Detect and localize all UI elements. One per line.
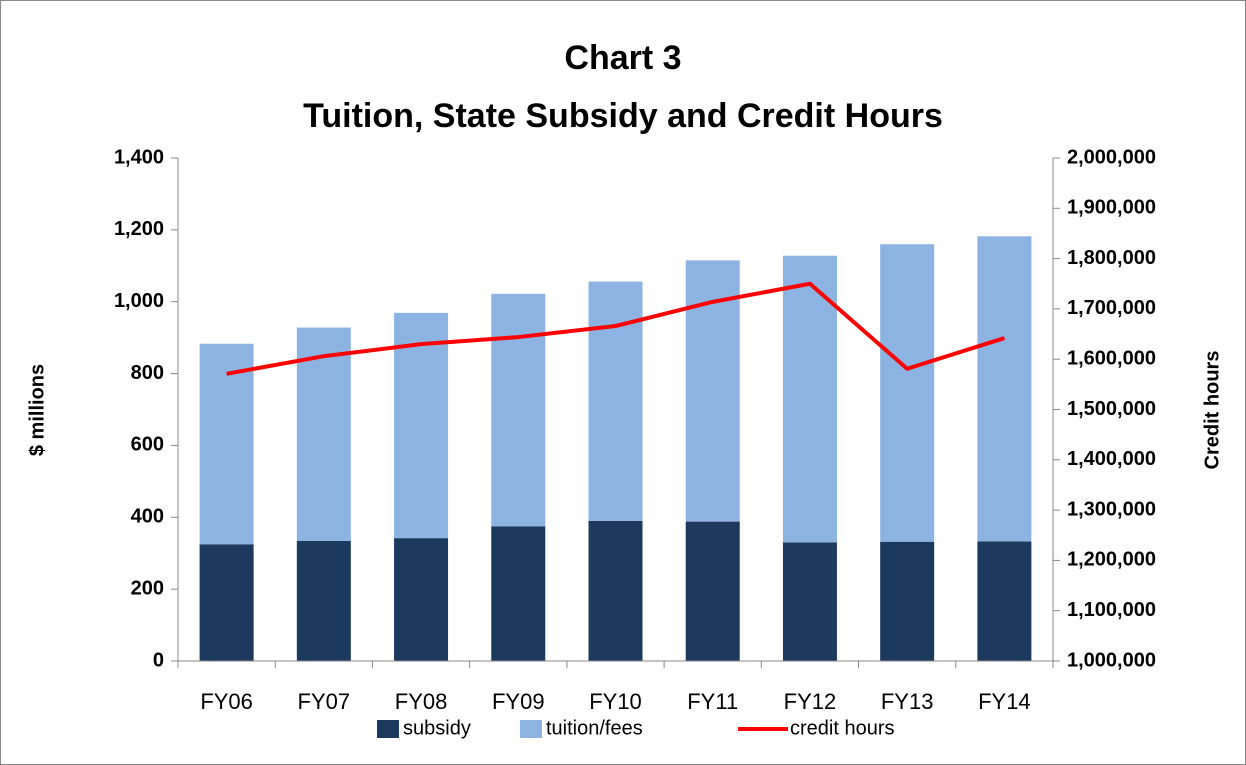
bar [685,260,740,522]
bar [977,541,1032,661]
x-tick-label: FY06 [200,689,253,714]
x-tick-label: FY07 [298,689,351,714]
bar [199,544,254,661]
y-tick-label: 1,200 [114,218,164,240]
y2-tick-label: 1,400,000 [1067,448,1156,470]
x-tick-label: FY11 [687,689,738,714]
y2-tick-label: 1,600,000 [1067,347,1156,369]
y2-tick-label: 1,700,000 [1067,297,1156,319]
x-tick-label: FY13 [881,689,934,714]
y-tick-label: 600 [131,434,164,456]
chart-subtitle: Tuition, State Subsidy and Credit Hours [303,97,943,135]
bar [588,281,643,521]
bar [394,312,449,539]
y-tick-label: 1,400 [114,146,164,168]
bar [296,540,351,661]
x-tick-label: FY09 [492,689,545,714]
bar [685,521,740,661]
y-tick-label: 0 [153,649,164,671]
x-tick-label: FY10 [589,689,642,714]
chart-title: Chart 3 [564,39,681,77]
y2-tick-label: 2,000,000 [1067,146,1156,168]
bar [394,538,449,661]
y2-tick-label: 1,000,000 [1067,649,1156,671]
y-tick-label: 400 [131,506,164,528]
legend-swatch [377,720,399,738]
y2-tick-label: 1,800,000 [1067,247,1156,269]
bar [782,255,837,543]
bar [491,293,546,527]
line [226,281,1005,376]
legend-label: subsidy [403,717,471,739]
y2-tick-label: 1,200,000 [1067,549,1156,571]
bar [880,541,935,661]
x-tick-label: FY14 [978,689,1031,714]
legend-swatch [520,720,542,738]
y2-tick-label: 1,900,000 [1067,197,1156,219]
y2-tick-label: 1,300,000 [1067,498,1156,520]
y2-tick-label: 1,500,000 [1067,398,1156,420]
y-axis-title: $ millions [26,364,48,456]
y2-axis-title: Credit hours [1201,351,1223,470]
bar [782,542,837,661]
bar [977,236,1032,542]
y-tick-label: 800 [131,362,164,384]
bar [491,526,546,661]
legend-label: tuition/fees [546,717,643,739]
bar [588,520,643,661]
x-tick-label: FY12 [784,689,837,714]
legend-label: credit hours [790,717,895,739]
bar [296,327,351,541]
y-tick-label: 1,000 [114,290,164,312]
x-tick-label: FY08 [395,689,448,714]
bar [199,343,254,545]
bar [880,244,935,542]
y2-tick-label: 1,100,000 [1067,599,1156,621]
y-tick-label: 200 [131,577,164,599]
